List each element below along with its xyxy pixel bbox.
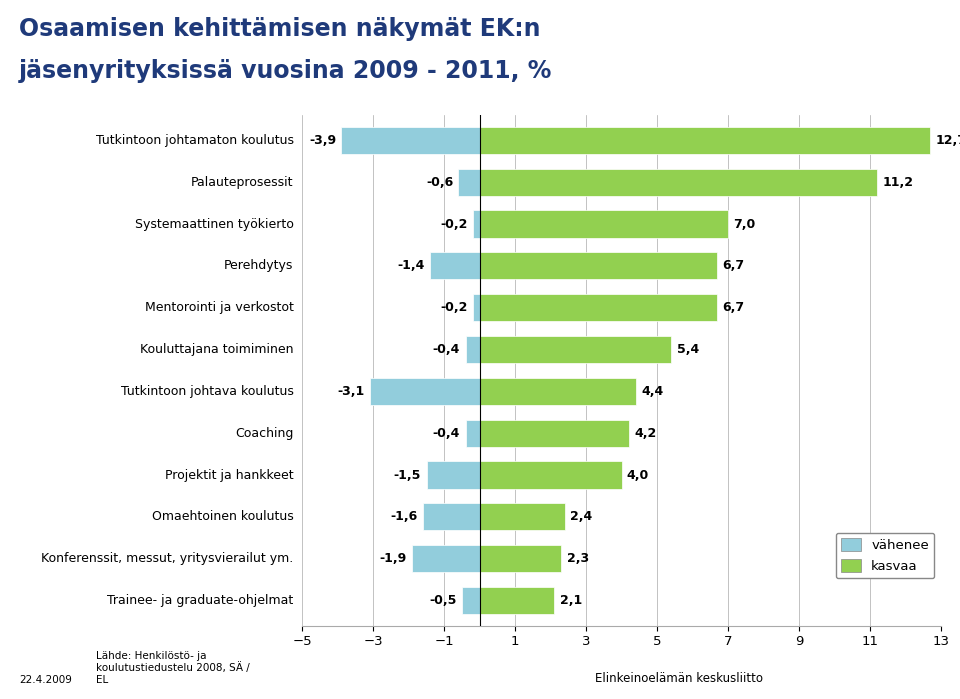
Text: 4,0: 4,0: [627, 468, 649, 482]
Bar: [480, 336, 671, 363]
Bar: [480, 545, 562, 572]
Bar: [480, 168, 876, 196]
Bar: [480, 377, 636, 405]
Text: -0,2: -0,2: [440, 217, 468, 231]
Text: Lähde: Henkilöstö- ja
koulutustiedustelu 2008, SÄ /
EL: Lähde: Henkilöstö- ja koulutustiedustelu…: [96, 651, 250, 685]
Text: Mentorointi ja verkostot: Mentorointi ja verkostot: [145, 301, 294, 315]
Text: 12,7: 12,7: [935, 134, 960, 147]
Text: 4,2: 4,2: [634, 426, 657, 440]
Text: -3,1: -3,1: [337, 385, 365, 398]
Text: 7,0: 7,0: [733, 217, 756, 231]
Text: 6,7: 6,7: [723, 259, 745, 273]
Text: Perehdytys: Perehdytys: [224, 259, 294, 273]
Text: Kouluttajana toimiminen: Kouluttajana toimiminen: [140, 343, 294, 356]
Text: -0,2: -0,2: [440, 301, 468, 315]
Text: 2,4: 2,4: [570, 510, 592, 524]
Text: -3,9: -3,9: [309, 134, 336, 147]
Bar: [480, 503, 564, 531]
Text: Elinkeinoelämän keskusliitto: Elinkeinoelämän keskusliitto: [595, 672, 763, 685]
Text: Konferenssit, messut, yritysvierailut ym.: Konferenssit, messut, yritysvierailut ym…: [41, 552, 294, 565]
Text: 2,3: 2,3: [566, 552, 588, 565]
Bar: [472, 294, 480, 322]
Text: Projektit ja hankkeet: Projektit ja hankkeet: [165, 468, 294, 482]
Bar: [426, 461, 480, 489]
Bar: [466, 419, 480, 447]
Text: Systemaattinen työkierto: Systemaattinen työkierto: [134, 217, 294, 231]
Bar: [480, 127, 930, 154]
Bar: [480, 587, 554, 614]
Text: Trainee- ja graduate-ohjelmat: Trainee- ja graduate-ohjelmat: [108, 594, 294, 607]
Bar: [413, 545, 480, 572]
Text: Omaehtoinen koulutus: Omaehtoinen koulutus: [152, 510, 294, 524]
Bar: [480, 252, 717, 280]
Bar: [342, 127, 480, 154]
Text: Tutkintoon johtamaton koulutus: Tutkintoon johtamaton koulutus: [96, 134, 294, 147]
Text: Osaamisen kehittämisen näkymät EK:n: Osaamisen kehittämisen näkymät EK:n: [19, 17, 540, 41]
Bar: [480, 294, 717, 322]
Bar: [480, 461, 622, 489]
Bar: [430, 252, 480, 280]
Text: -1,6: -1,6: [391, 510, 418, 524]
Bar: [423, 503, 480, 531]
Text: Palauteprosessit: Palauteprosessit: [191, 175, 294, 189]
Text: -1,9: -1,9: [380, 552, 407, 565]
Text: 4,4: 4,4: [641, 385, 663, 398]
Bar: [480, 210, 728, 238]
Text: 22.4.2009: 22.4.2009: [19, 675, 72, 685]
Text: 5,4: 5,4: [677, 343, 699, 356]
Bar: [466, 336, 480, 363]
Text: Coaching: Coaching: [235, 426, 294, 440]
Text: 11,2: 11,2: [882, 175, 913, 189]
Text: -0,4: -0,4: [433, 343, 460, 356]
Bar: [480, 419, 629, 447]
Text: 6,7: 6,7: [723, 301, 745, 315]
Text: -1,4: -1,4: [397, 259, 424, 273]
Bar: [472, 210, 480, 238]
Text: Tutkintoon johtava koulutus: Tutkintoon johtava koulutus: [121, 385, 294, 398]
Legend: vähenee, kasvaa: vähenee, kasvaa: [835, 533, 934, 578]
Text: -0,6: -0,6: [426, 175, 453, 189]
Text: -0,4: -0,4: [433, 426, 460, 440]
Text: 2,1: 2,1: [560, 594, 582, 607]
Text: -0,5: -0,5: [429, 594, 457, 607]
Text: -1,5: -1,5: [394, 468, 421, 482]
Bar: [462, 587, 480, 614]
Text: jäsenyrityksissä vuosina 2009 - 2011, %: jäsenyrityksissä vuosina 2009 - 2011, %: [19, 59, 553, 83]
Bar: [459, 168, 480, 196]
Bar: [370, 377, 480, 405]
